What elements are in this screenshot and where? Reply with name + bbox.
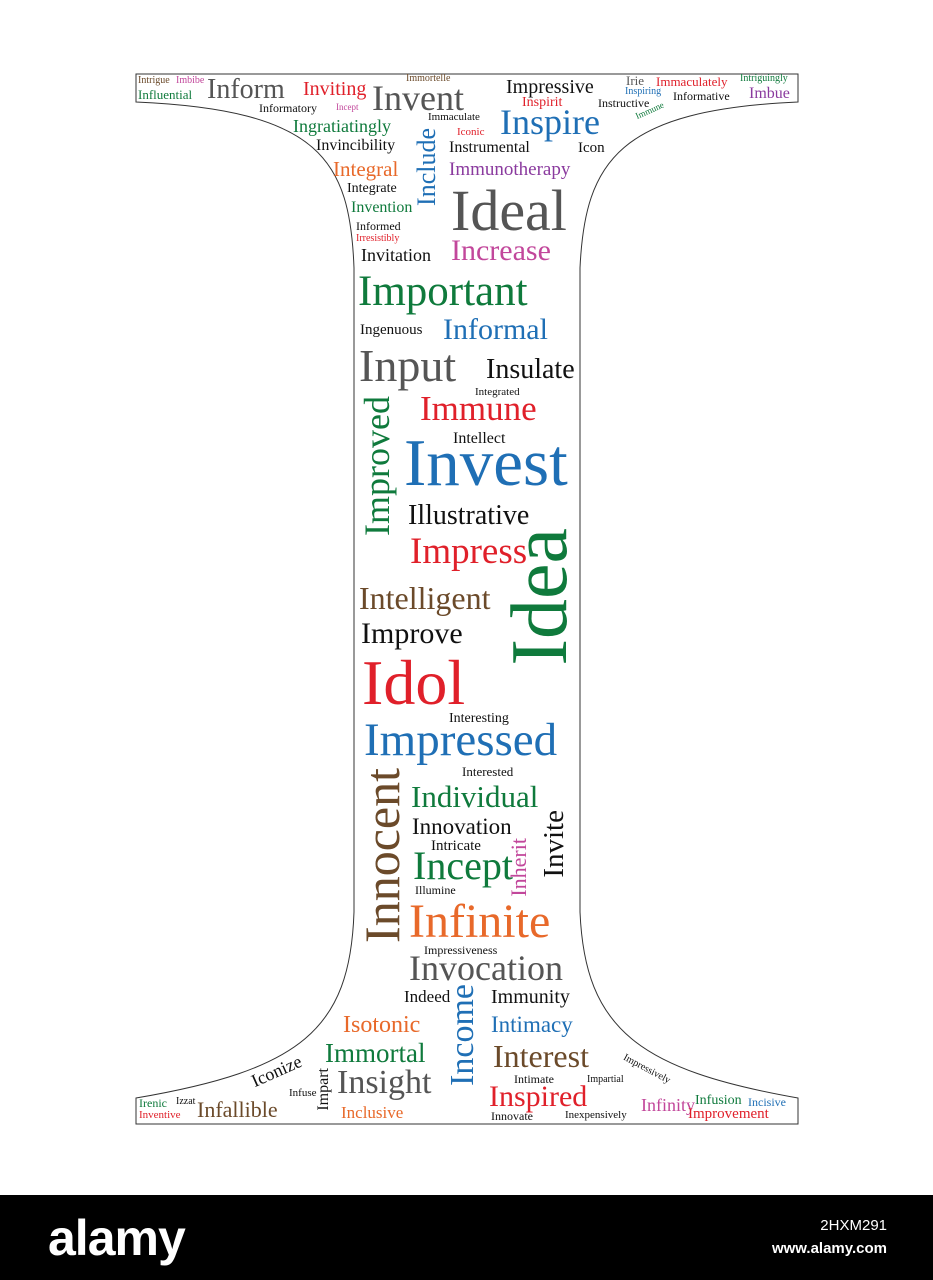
cloud-word: Izzat <box>176 1096 196 1107</box>
word-cloud: Intrigue Imbibe Influential Inform Invit… <box>138 73 790 1123</box>
cloud-word: Invincibility <box>316 137 396 154</box>
cloud-word: Invest <box>404 426 568 500</box>
cloud-word: Income <box>444 984 481 1086</box>
cloud-word: Infallible <box>197 1097 278 1122</box>
cloud-word: Immunity <box>491 986 570 1008</box>
cloud-word: Inclusive <box>341 1103 404 1122</box>
cloud-word: Impressiveness <box>424 943 498 957</box>
cloud-word: Individual <box>411 779 539 814</box>
cloud-word: Intelligent <box>359 580 491 616</box>
cloud-word: Imbibe <box>176 75 205 86</box>
cloud-word: Insight <box>337 1064 432 1101</box>
cloud-word: Incisive <box>748 1095 786 1109</box>
cloud-word: Immortelle <box>406 73 451 84</box>
cloud-word: Irenic <box>139 1096 167 1110</box>
cloud-word: Infusion <box>695 1093 742 1108</box>
cloud-word: Important <box>358 268 528 315</box>
cloud-word: Informed <box>356 219 401 233</box>
cloud-word: Interested <box>462 764 514 779</box>
cloud-word: Intrigue <box>138 75 170 86</box>
cloud-word: Immortal <box>325 1038 426 1068</box>
cloud-word: Include <box>412 128 441 206</box>
cloud-word: Inspiring <box>625 86 662 97</box>
cloud-word: Ingenuous <box>360 322 423 338</box>
cloud-word: Iconic <box>457 126 485 138</box>
cloud-word: Increase <box>451 234 551 267</box>
cloud-word: Inviting <box>303 78 367 100</box>
site-url: www.alamy.com <box>771 1240 887 1257</box>
cloud-word: Inventive <box>139 1109 181 1121</box>
cloud-word: Immunotherapy <box>449 159 571 180</box>
cloud-word: Isotonic <box>343 1012 421 1038</box>
cloud-word: Icon <box>578 140 605 156</box>
cloud-word: Integral <box>333 157 399 181</box>
image-code: 2HXM291 <box>820 1217 887 1234</box>
cloud-word: Impart <box>315 1068 332 1111</box>
cloud-word: Informative <box>673 89 730 103</box>
cloud-word: Inform <box>207 74 285 105</box>
cloud-word: Ingratiatingly <box>293 116 391 136</box>
cloud-word: Intimate <box>514 1072 554 1086</box>
cloud-word: Impressed <box>364 714 558 766</box>
cloud-word: Incept <box>336 102 359 112</box>
cloud-word: Input <box>359 340 457 391</box>
alamy-logo: alamy <box>48 1210 186 1266</box>
cloud-word: Ideal <box>451 178 567 243</box>
cloud-word: Infuse <box>289 1087 317 1099</box>
cloud-word: Idol <box>362 647 466 718</box>
cloud-word: Improvement <box>688 1106 769 1122</box>
cloud-word: Irie <box>626 73 645 88</box>
cloud-word: Improved <box>357 396 397 536</box>
cloud-word: Instructive <box>598 96 650 110</box>
cloud-word: Intricate <box>431 838 481 854</box>
cloud-word: Invent <box>372 78 464 118</box>
cloud-word: Infinite <box>409 895 551 948</box>
cloud-word: Impress <box>410 531 528 572</box>
cloud-word: Inspire <box>500 102 600 142</box>
cloud-word: Incept <box>413 843 513 888</box>
cloud-word: Invitation <box>361 245 431 265</box>
cloud-word: Improve <box>361 617 463 650</box>
cloud-word: Interest <box>493 1038 589 1074</box>
cloud-word: Imbue <box>749 85 790 102</box>
cloud-word: Integrate <box>347 181 397 196</box>
cloud-word: Intriguingly <box>740 73 788 84</box>
cloud-word: Intimacy <box>491 1012 573 1037</box>
cloud-word: Impressive <box>506 76 594 98</box>
cloud-word: Inspired <box>489 1080 588 1113</box>
cloud-word: Informatory <box>259 101 317 115</box>
cloud-word: Iconize <box>248 1051 305 1091</box>
cloud-word: Informal <box>443 313 548 346</box>
letter-i-outline <box>135 73 799 1125</box>
cloud-word: Immaculate <box>428 111 480 123</box>
word-cloud-poster: Intrigue Imbibe Influential Inform Invit… <box>135 73 799 1125</box>
cloud-word: Inspirit <box>522 95 563 110</box>
cloud-word: Infinity <box>641 1095 695 1115</box>
cloud-word: Inherit <box>506 838 531 897</box>
cloud-word: Intellect <box>453 430 506 447</box>
cloud-word: Instrumental <box>449 139 530 156</box>
cloud-word: Impartial <box>587 1074 624 1085</box>
cloud-word: Irresistibly <box>356 233 400 244</box>
cloud-word: Insulate <box>486 354 575 385</box>
cloud-word: Impressively <box>621 1052 673 1087</box>
cloud-word: Illumine <box>415 883 456 897</box>
cloud-word: Invocation <box>409 948 563 988</box>
cloud-word: Immaculately <box>656 74 728 89</box>
cloud-word: Invite <box>538 810 570 878</box>
cloud-word: Inexpensively <box>565 1109 627 1121</box>
cloud-word: Interesting <box>449 711 509 726</box>
cloud-word: Integrated <box>475 386 520 398</box>
cloud-word: Innovate <box>491 1109 533 1123</box>
cloud-word: Immune <box>420 389 537 428</box>
stock-footer-bar: alamy 2HXM291 www.alamy.com <box>0 1195 933 1280</box>
cloud-word: Influential <box>138 87 193 102</box>
cloud-word: Idea <box>496 528 584 666</box>
cloud-word: Innocent <box>354 768 410 943</box>
cloud-word: Illustrative <box>408 500 530 531</box>
cloud-word: Indeed <box>404 987 451 1006</box>
cloud-word: Invention <box>351 199 413 216</box>
cloud-word: Innovation <box>412 814 512 839</box>
